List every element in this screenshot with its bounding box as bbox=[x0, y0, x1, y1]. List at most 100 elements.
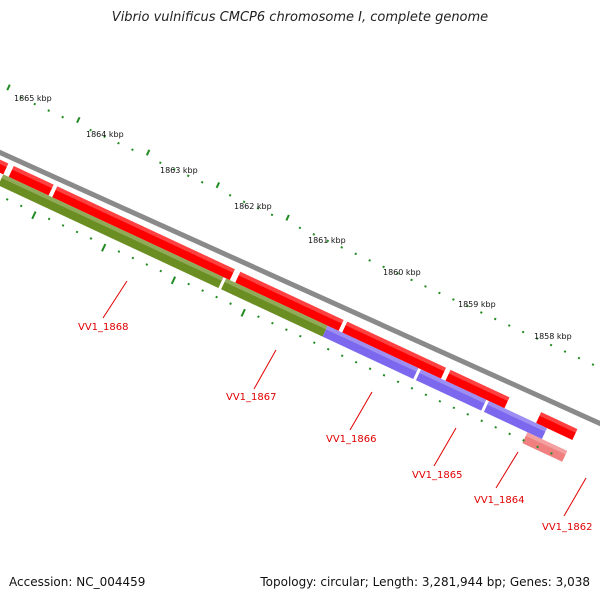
ruler-tick bbox=[438, 291, 441, 295]
gene-label: VV1_1866 bbox=[326, 434, 377, 445]
inner-tick bbox=[550, 452, 553, 455]
cds-red-feature bbox=[536, 412, 578, 440]
feature-highlight bbox=[238, 271, 344, 324]
inner-tick bbox=[101, 243, 107, 252]
cds-red-feature bbox=[8, 166, 54, 196]
inner-tick bbox=[117, 250, 121, 253]
ruler-tick bbox=[200, 180, 204, 184]
ruler-tick bbox=[76, 116, 81, 124]
inner-tick bbox=[215, 295, 218, 299]
inner-ticks bbox=[5, 198, 553, 455]
inner-tick bbox=[438, 399, 442, 403]
ruler-label: 1859 kbp bbox=[458, 300, 496, 309]
inner-tick bbox=[410, 386, 414, 390]
ruler-tick bbox=[285, 214, 290, 221]
feature-highlight bbox=[12, 166, 54, 189]
inner-tick bbox=[522, 439, 525, 442]
inner-tick bbox=[229, 302, 232, 305]
inner-tick bbox=[368, 367, 372, 371]
inner-tick bbox=[145, 263, 149, 266]
ruler-tick bbox=[61, 115, 64, 119]
ruler-tick bbox=[228, 193, 232, 197]
ruler-tick bbox=[466, 304, 469, 308]
ruler-label: 1858 kbp bbox=[534, 332, 572, 341]
ruler-tick bbox=[103, 135, 106, 138]
inner-tick bbox=[285, 328, 288, 331]
ruler-tick bbox=[396, 272, 399, 275]
ruler-tick bbox=[256, 206, 260, 210]
ruler-label: 1863 kbp bbox=[160, 166, 198, 175]
genome-stats-text: Topology: circular; Length: 3,281,944 bp… bbox=[260, 575, 590, 589]
ruler-label: 1865 kbp bbox=[14, 94, 52, 103]
ruler-tick bbox=[577, 356, 581, 360]
gene-label: VV1_1864 bbox=[474, 495, 525, 506]
inner-tick bbox=[89, 237, 93, 240]
feature-highlight bbox=[0, 149, 9, 168]
ruler-tick bbox=[507, 324, 511, 327]
inner-tick bbox=[354, 360, 358, 364]
gene-leader-line bbox=[433, 427, 457, 467]
cds-red-feature bbox=[445, 369, 510, 409]
cds-light-red-feature bbox=[522, 432, 568, 462]
map-title: Vibrio vulnificus CMCP6 chromosome I, co… bbox=[111, 10, 489, 25]
ruler-tick bbox=[6, 84, 11, 91]
cds-blue-feature bbox=[322, 325, 419, 379]
inner-tick bbox=[47, 217, 51, 221]
inner-tick bbox=[170, 276, 177, 285]
ruler-tick bbox=[33, 102, 37, 106]
gene-leader-line bbox=[102, 280, 128, 319]
inner-tick bbox=[494, 426, 498, 429]
feature-highlight bbox=[539, 412, 578, 433]
inner-tick bbox=[31, 211, 37, 220]
inner-tick bbox=[75, 230, 79, 234]
ruler-labels: 1865 kbp 1864 kbp 1863 kbp 1862 kbp 1861 kbp… bbox=[14, 94, 572, 341]
feature-highlight bbox=[325, 325, 419, 372]
inner-tick bbox=[131, 256, 135, 260]
ruler-tick bbox=[410, 278, 413, 282]
feature-highlight bbox=[345, 321, 447, 372]
ruler-label: 1864 kbp bbox=[86, 130, 124, 139]
feature-highlight bbox=[55, 186, 235, 273]
inner-tick bbox=[257, 315, 260, 318]
inner-tick bbox=[201, 289, 204, 292]
ruler-label: 1860 kbp bbox=[383, 268, 421, 277]
inner-tick bbox=[298, 334, 302, 338]
ruler-tick bbox=[368, 259, 371, 262]
inner-tick bbox=[536, 445, 539, 449]
ruler-tick bbox=[186, 174, 190, 178]
ruler-tick bbox=[493, 317, 497, 321]
inner-tick bbox=[240, 308, 246, 317]
cds-green-feature bbox=[0, 174, 224, 289]
ruler-ticks bbox=[6, 84, 595, 366]
ruler-tick bbox=[117, 141, 120, 145]
ruler-tick bbox=[242, 200, 246, 204]
ruler-tick bbox=[424, 285, 427, 288]
gene-features bbox=[0, 149, 578, 462]
cds-blue-feature bbox=[415, 369, 487, 411]
feature-highlight bbox=[525, 432, 568, 455]
cds-green-feature bbox=[221, 278, 328, 337]
ruler-label: 1861 kbp bbox=[308, 236, 346, 245]
ruler-tick bbox=[563, 350, 567, 353]
cds-red-feature bbox=[235, 271, 344, 331]
feature-highlight bbox=[1, 174, 224, 281]
gene-leader-line bbox=[349, 391, 373, 431]
ruler-tick bbox=[270, 213, 274, 217]
ruler-tick bbox=[326, 239, 330, 243]
inner-tick bbox=[424, 393, 428, 397]
ruler-tick bbox=[535, 337, 539, 340]
gene-label: VV1_1862 bbox=[542, 522, 593, 533]
gene-label: VV1_1867 bbox=[226, 392, 277, 403]
ruler-tick bbox=[549, 343, 553, 347]
ruler-tick bbox=[521, 330, 525, 334]
feature-highlight bbox=[448, 369, 510, 401]
inner-tick bbox=[340, 354, 344, 358]
ruler-tick bbox=[159, 161, 162, 165]
inner-tick bbox=[508, 432, 511, 436]
inner-tick bbox=[466, 413, 470, 416]
inner-tick bbox=[396, 380, 400, 384]
inner-tick bbox=[187, 282, 190, 286]
ruler-label: 1862 kbp bbox=[234, 202, 272, 211]
ruler-tick bbox=[312, 233, 316, 236]
